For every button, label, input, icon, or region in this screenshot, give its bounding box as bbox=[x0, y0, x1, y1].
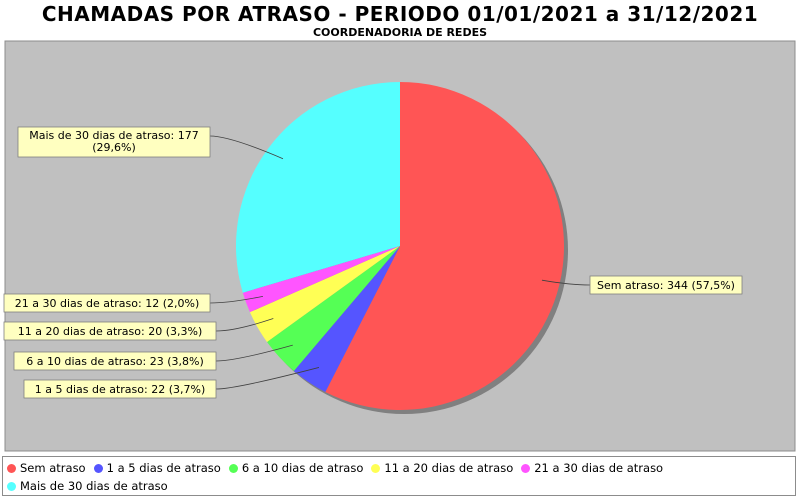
legend-label: 21 a 30 dias de atraso bbox=[534, 461, 664, 475]
leader-line-6 bbox=[209, 135, 284, 160]
legend-item-4[interactable]: 11 a 20 dias de atraso bbox=[371, 459, 513, 477]
legend-marker bbox=[7, 481, 16, 491]
leader-line-3 bbox=[215, 344, 293, 362]
legend-marker bbox=[371, 463, 381, 473]
leader-line-1 bbox=[541, 279, 591, 286]
legend-label: Sem atraso bbox=[20, 461, 86, 475]
slice-label-2: 1 a 5 dias de atraso: 22 (3,7%) bbox=[23, 379, 217, 399]
slice-label-box bbox=[3, 293, 211, 313]
legend-marker bbox=[228, 463, 238, 473]
legend-label: 11 a 20 dias de atraso bbox=[384, 461, 514, 475]
slice-label-5: 21 a 30 dias de atraso: 12 (2,0%) bbox=[3, 293, 211, 313]
pie-slice-1[interactable] bbox=[325, 81, 564, 410]
leader-line-4 bbox=[215, 318, 274, 332]
pie-chart: Sem atraso: 344 (57,5%) 1 a 5 dias de atr… bbox=[3, 40, 796, 452]
slice-label-box bbox=[23, 379, 217, 399]
legend-item-2[interactable]: 1 a 5 dias de atraso bbox=[93, 459, 221, 477]
pie-slice-3[interactable] bbox=[267, 246, 400, 372]
slice-label-text: 6 a 10 dias de atraso: 23 (3,8%) bbox=[26, 355, 203, 368]
legend-label: 6 a 10 dias de atraso bbox=[241, 461, 364, 475]
chart-subtitle: COORDENADORIA DE REDES bbox=[312, 26, 488, 39]
slice-label-text: Mais de 30 dias de atraso: 177 bbox=[29, 129, 199, 142]
leader-line-5 bbox=[209, 295, 264, 304]
pie-slice-2[interactable] bbox=[293, 246, 400, 393]
legend-marker bbox=[521, 463, 531, 473]
pie-slice-5[interactable] bbox=[242, 246, 400, 313]
legend-item-5[interactable]: 21 a 30 dias de atraso bbox=[521, 459, 663, 477]
slice-label-box bbox=[17, 126, 211, 158]
slice-label-6: Mais de 30 dias de atraso: 177(29,6%) bbox=[17, 126, 211, 158]
legend-label: 1 a 5 dias de atraso bbox=[106, 461, 221, 475]
chart-title: CHAMADAS POR ATRASO - PERIODO 01/01/2021… bbox=[41, 2, 759, 26]
slice-label-1: Sem atraso: 344 (57,5%) bbox=[589, 275, 743, 295]
slice-label-box bbox=[589, 275, 743, 295]
slice-label-text: 1 a 5 dias de atraso: 22 (3,7%) bbox=[35, 383, 205, 396]
legend-item-3[interactable]: 6 a 10 dias de atraso bbox=[228, 459, 364, 477]
slice-label-text: 21 a 30 dias de atraso: 12 (2,0%) bbox=[15, 297, 199, 310]
slice-label-box bbox=[13, 351, 217, 371]
slice-label-box bbox=[3, 321, 217, 341]
slice-label-4: 11 a 20 dias de atraso: 20 (3,3%) bbox=[3, 321, 217, 341]
pie-slice-6[interactable] bbox=[236, 81, 401, 293]
legend-marker bbox=[7, 463, 16, 473]
legend-marker bbox=[93, 463, 103, 473]
slice-label-text: (29,6%) bbox=[92, 141, 136, 154]
slice-label-3: 6 a 10 dias de atraso: 23 (3,8%) bbox=[13, 351, 217, 371]
slice-label-text: 11 a 20 dias de atraso: 20 (3,3%) bbox=[18, 325, 202, 338]
leader-line-2 bbox=[215, 367, 320, 390]
legend-item-6[interactable]: Mais de 30 dias de atraso bbox=[7, 477, 168, 495]
slice-label-text: Sem atraso: 344 (57,5%) bbox=[597, 279, 735, 292]
pie-slice-4[interactable] bbox=[249, 246, 400, 342]
legend-label: Mais de 30 dias de atraso bbox=[20, 479, 168, 493]
legend-item-1[interactable]: Sem atraso bbox=[7, 459, 86, 477]
chart-legend: Sem atraso 1 a 5 dias de atraso 6 a 10 dia… bbox=[2, 456, 796, 496]
